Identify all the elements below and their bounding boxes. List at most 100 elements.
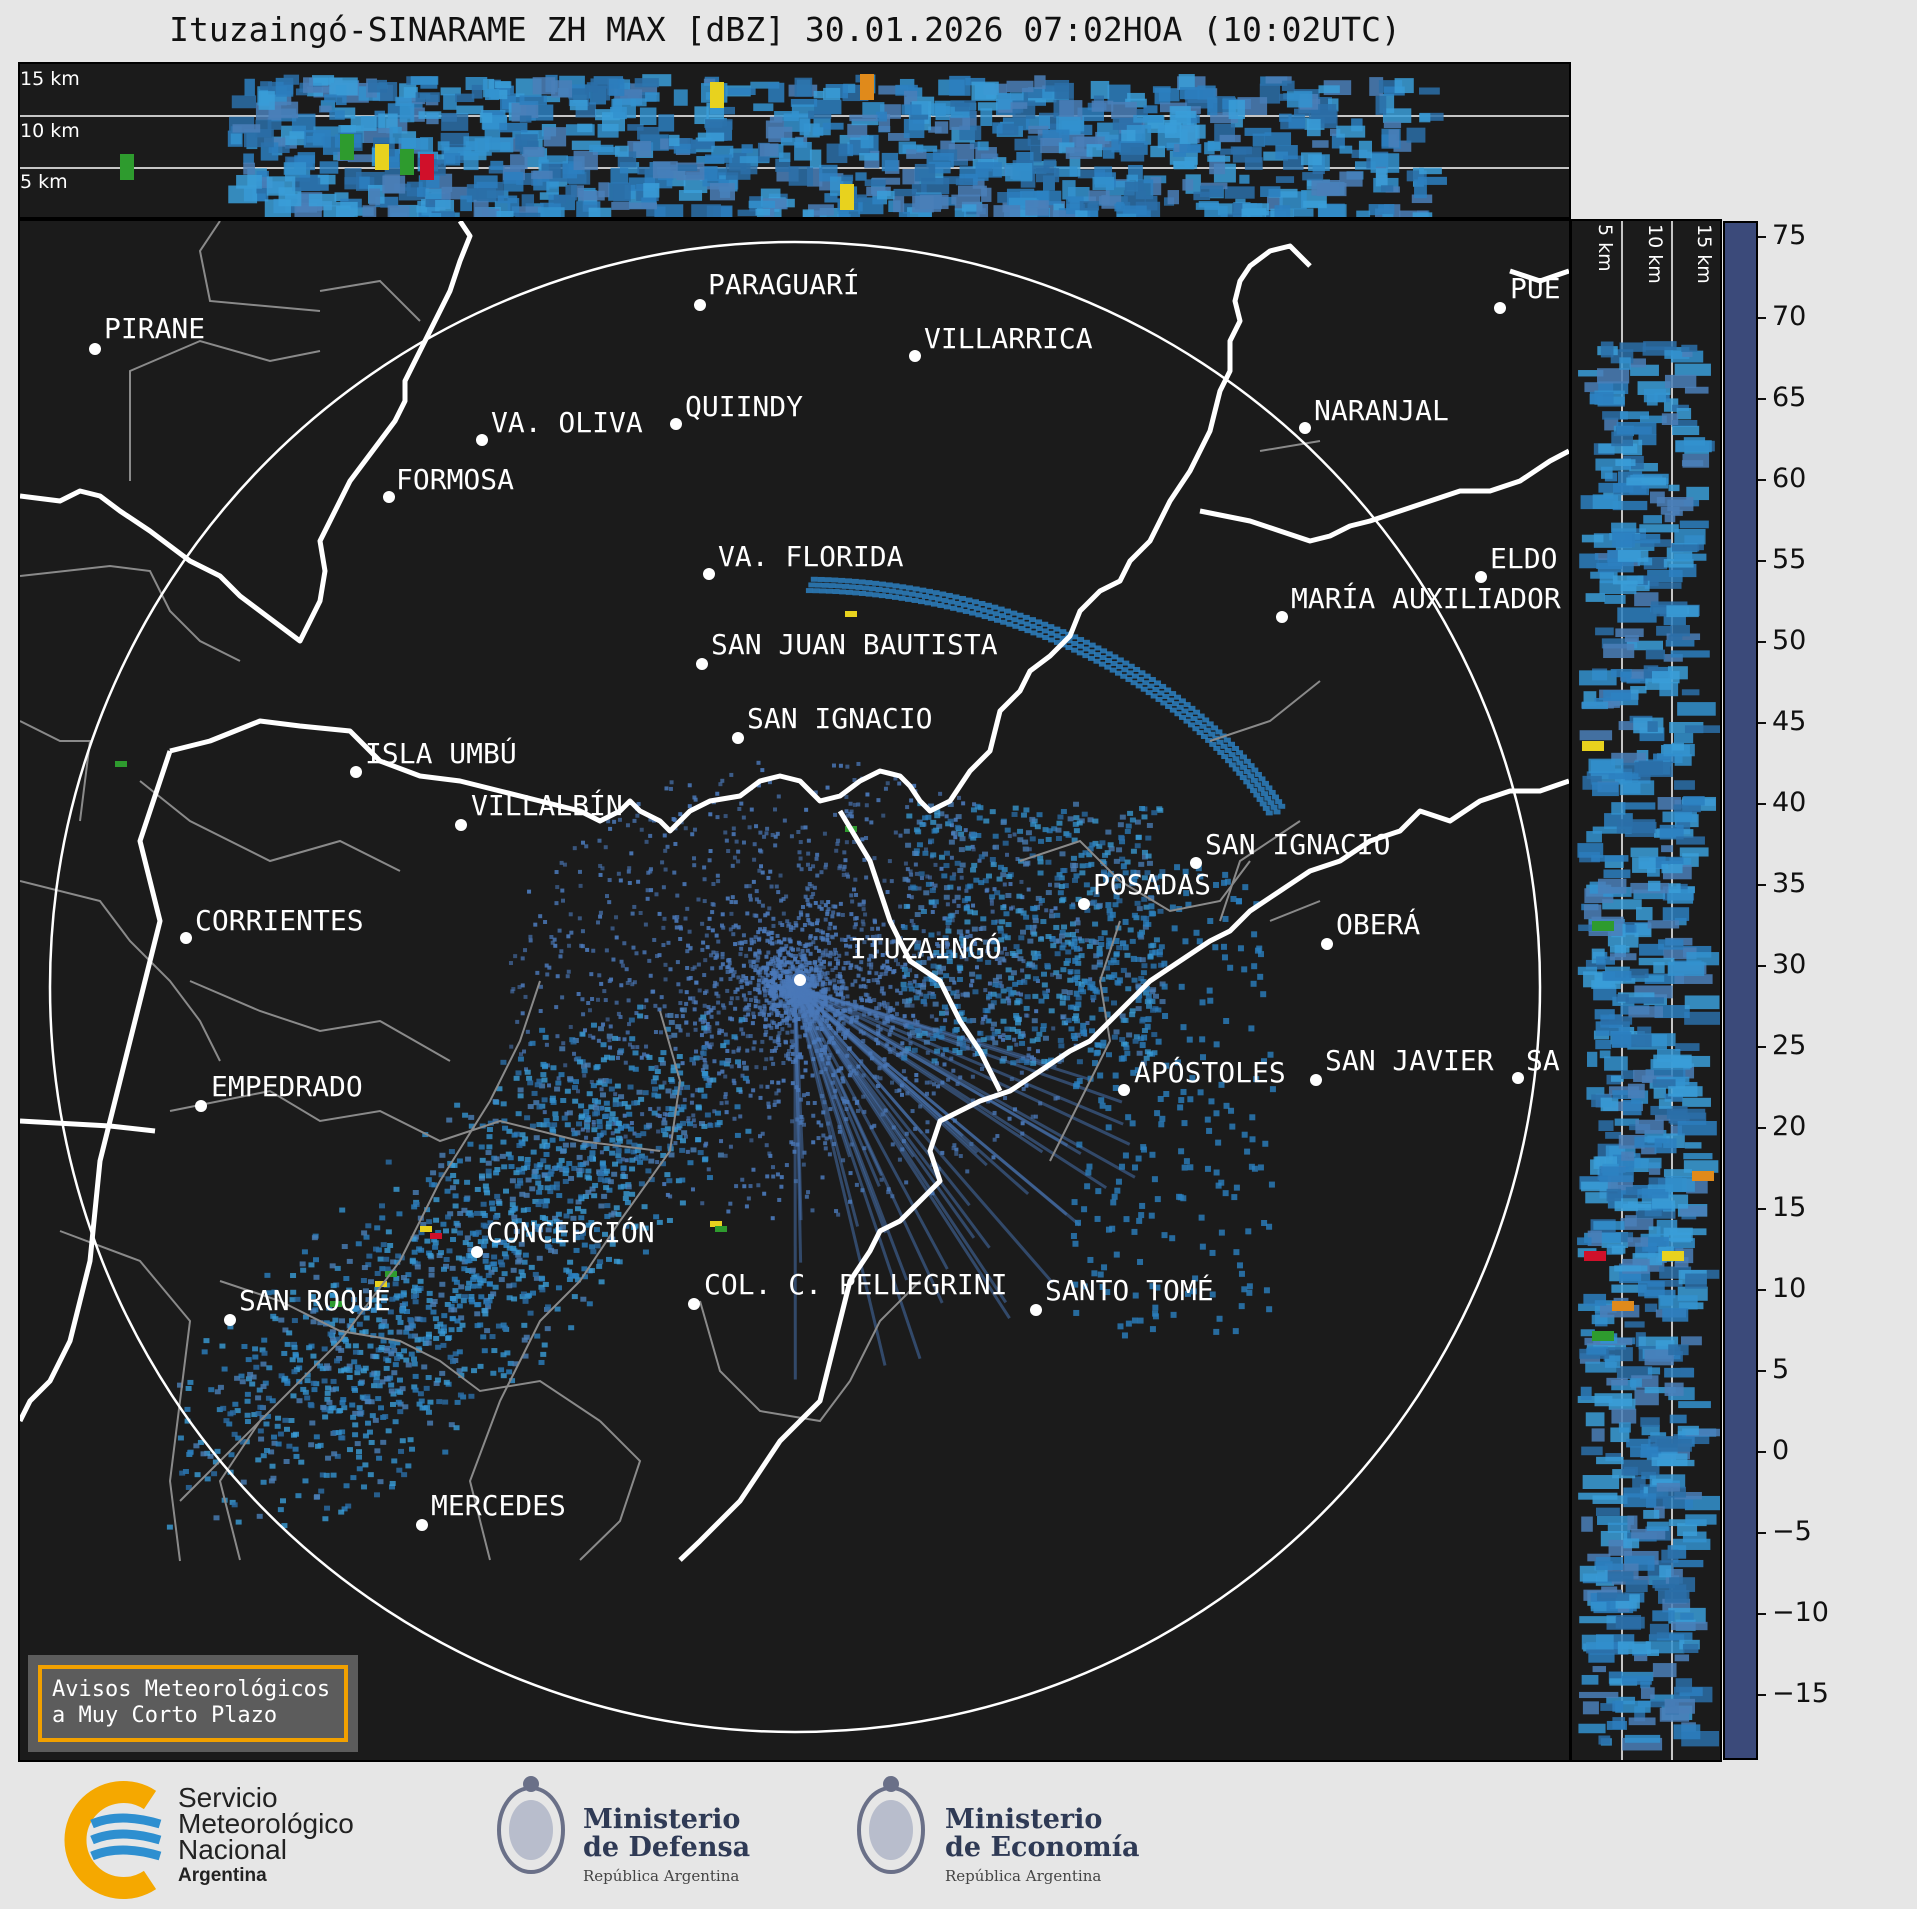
echo-cell [774, 1002, 779, 1007]
echo-cell [586, 1001, 591, 1006]
echo-cell [938, 791, 943, 796]
echo-cell [678, 1081, 685, 1087]
echo-cell [607, 1179, 614, 1185]
echo-cell [900, 964, 905, 969]
echo-cell [1019, 879, 1024, 884]
echo-cell [667, 1034, 672, 1039]
echo-cell [810, 922, 815, 927]
echo-cell [692, 795, 697, 800]
echo-cell [777, 1003, 782, 1008]
echo-cell [626, 998, 631, 1003]
echo-cell [628, 83, 658, 96]
echo-cell [379, 1379, 386, 1385]
echo-cell [960, 944, 965, 949]
echo-cell [679, 1120, 686, 1126]
echo-cell [834, 957, 839, 962]
echo-cell [853, 979, 858, 984]
echo-cell [778, 873, 783, 878]
echo-cell [500, 1373, 507, 1379]
echo-cell [436, 1399, 443, 1405]
echo-cell [395, 96, 412, 107]
echo-cell [549, 934, 554, 939]
echo-cell [520, 1291, 527, 1297]
echo-cell [815, 852, 820, 857]
echo-cell [746, 1196, 751, 1201]
echo-cell [313, 1257, 320, 1263]
echo-cell [515, 1070, 522, 1076]
echo-cell [891, 1007, 896, 1012]
echo-cell [589, 972, 594, 977]
echo-cell [405, 1272, 412, 1278]
echo-cell [575, 1199, 582, 1205]
echo-cell [1301, 152, 1322, 166]
echo-cell [809, 149, 822, 168]
echo-cell [593, 1102, 598, 1107]
echo-cell [244, 1398, 251, 1404]
echo-cell [509, 1178, 516, 1184]
echo-cell [397, 1293, 404, 1299]
echo-cell [592, 1105, 599, 1111]
echo-cell [603, 1185, 610, 1191]
echo-cell [570, 1215, 577, 1221]
echo-cell [589, 1186, 596, 1192]
echo-cell [483, 78, 495, 98]
echo-cell [501, 1164, 508, 1170]
echo-cell [521, 1165, 528, 1171]
echo-cell [701, 940, 706, 945]
echo-cell [578, 883, 583, 888]
echo-cell [1027, 847, 1032, 852]
echo-cell [839, 1066, 844, 1071]
echo-cell [608, 1024, 613, 1029]
echo-cell [451, 1162, 458, 1168]
echo-cell [798, 1052, 803, 1057]
echo-cell [390, 1259, 397, 1265]
echo-cell [786, 960, 791, 965]
echo-cell [529, 1186, 536, 1192]
echo-cell [813, 936, 818, 941]
echo-cell [1383, 86, 1405, 96]
echo-cell [448, 1327, 455, 1333]
echo-cell [1054, 82, 1074, 99]
echo-cell [469, 1267, 476, 1273]
echo-cell [865, 792, 870, 797]
echo-cell [597, 838, 602, 843]
echo-cell [560, 1098, 567, 1104]
echo-cell [515, 1249, 522, 1255]
echo-cell [771, 1002, 776, 1007]
echo-cell [944, 941, 949, 946]
echo-cell [252, 1346, 259, 1352]
echo-cell [776, 1088, 781, 1093]
echo-cell [363, 1234, 370, 1240]
echo-cell [447, 1211, 454, 1217]
echo-cell [800, 825, 805, 830]
echo-cell [762, 929, 767, 934]
echo-cell [717, 1030, 722, 1035]
echo-cell [732, 970, 737, 975]
echo-cell [844, 951, 849, 956]
echo-cell [825, 938, 830, 943]
echo-cell [785, 919, 790, 924]
echo-cell [352, 1432, 359, 1438]
top-label-15km: 15 km [20, 68, 80, 90]
echo-cell [597, 1026, 604, 1032]
echo-cell [880, 986, 885, 991]
echo-cell [1029, 160, 1057, 168]
echo-cell [1035, 168, 1060, 183]
echo-cell [522, 1136, 529, 1142]
echo-cell [579, 1031, 586, 1037]
echo-cell [438, 1292, 445, 1298]
echo-cell [471, 84, 483, 99]
echo-cell [501, 1118, 508, 1124]
echo-spoke [793, 986, 944, 1304]
echo-cell [678, 190, 703, 201]
echo-cell [1016, 991, 1021, 996]
echo-cell [722, 1005, 727, 1010]
echo-cell [825, 912, 830, 917]
echo-cell [826, 907, 831, 912]
echo-cell [1031, 955, 1038, 961]
echo-cell [741, 974, 746, 979]
echo-cell [877, 974, 882, 979]
echo-cell [784, 979, 789, 984]
echo-cell [504, 1350, 511, 1356]
echo-cell [741, 840, 746, 845]
